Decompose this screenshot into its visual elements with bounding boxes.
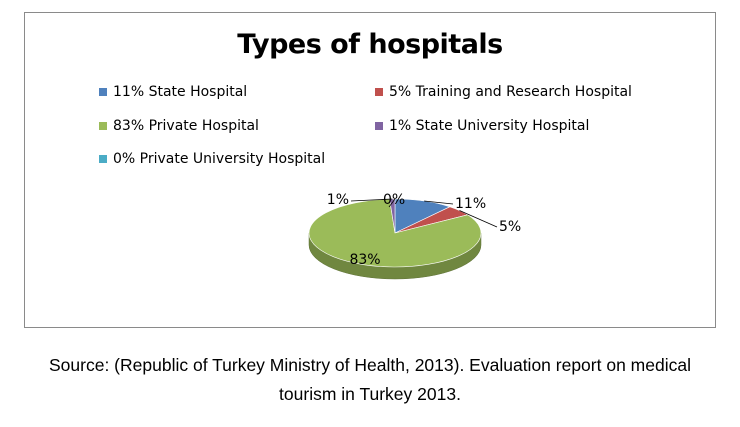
leader-line-4: [388, 198, 396, 208]
caption-line-2: tourism in Turkey 2013.: [279, 384, 461, 404]
legend-swatch: [375, 122, 383, 130]
legend-label: 1% State University Hospital: [389, 118, 590, 134]
chart-frame: Types of hospitals 11% State Hospital 5%…: [24, 12, 716, 328]
pie-chart: 11% 5% 83% 1% 0%: [308, 192, 521, 280]
leader-line-0: [424, 200, 454, 205]
legend-swatch: [375, 88, 383, 96]
legend-swatch: [99, 88, 107, 96]
legend-item-state-hospital: 11% State Hospital: [99, 84, 247, 100]
legend-item-state-university-hospital: 1% State University Hospital: [375, 118, 589, 134]
legend-swatch: [99, 122, 107, 130]
data-label-2: 83%: [349, 252, 380, 268]
data-label-3: 1%: [327, 192, 349, 208]
legend-label: 83% Private Hospital: [113, 118, 259, 134]
data-label-0: 11%: [455, 196, 486, 212]
legend-item-training-research-hospital: 5% Training and Research Hospital: [375, 84, 632, 100]
source-caption: Source: (Republic of Turkey Ministry of …: [0, 351, 740, 409]
legend-label: 5% Training and Research Hospital: [389, 84, 632, 100]
data-label-4: 0%: [383, 192, 405, 208]
chart-title: Types of hospitals: [237, 29, 503, 60]
legend-swatch: [99, 155, 107, 163]
leader-line-1: [459, 210, 498, 228]
legend-label: 11% State Hospital: [113, 84, 248, 100]
pie-slice-2: [308, 198, 482, 268]
caption-line-1: Source: (Republic of Turkey Ministry of …: [49, 355, 691, 375]
data-label-1: 5%: [499, 219, 521, 235]
legend-label: 0% Private University Hospital: [113, 151, 326, 167]
leader-line-3: [350, 198, 393, 202]
legend-item-private-university-hospital: 0% Private University Hospital: [99, 151, 325, 167]
legend: 11% State Hospital 5% Training and Resea…: [25, 13, 717, 329]
legend-item-private-hospital: 83% Private Hospital: [99, 118, 259, 134]
